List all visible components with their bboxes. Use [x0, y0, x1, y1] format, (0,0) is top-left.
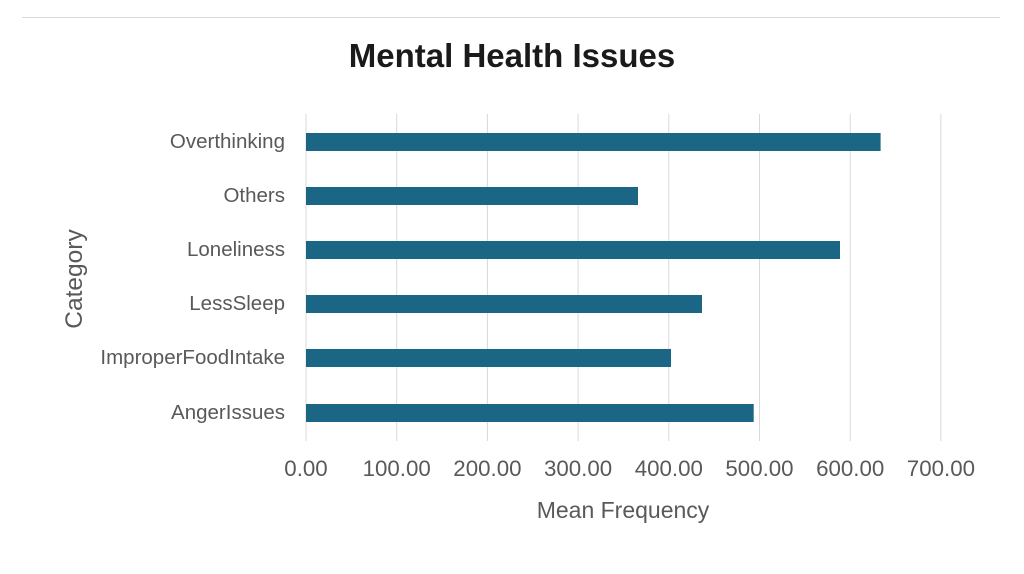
- svg-text:500.00: 500.00: [725, 456, 793, 481]
- svg-text:700.00: 700.00: [907, 456, 975, 481]
- svg-text:ImproperFoodIntake: ImproperFoodIntake: [100, 346, 285, 369]
- svg-text:Others: Others: [223, 184, 285, 207]
- svg-text:100.00: 100.00: [363, 456, 431, 481]
- svg-text:600.00: 600.00: [816, 456, 884, 481]
- svg-text:LessSleep: LessSleep: [189, 292, 285, 315]
- svg-text:Mean Frequency: Mean Frequency: [537, 497, 710, 523]
- svg-text:0.00: 0.00: [284, 456, 327, 481]
- svg-text:400.00: 400.00: [635, 456, 703, 481]
- svg-text:200.00: 200.00: [453, 456, 521, 481]
- svg-text:Overthinking: Overthinking: [170, 130, 285, 153]
- svg-text:Category: Category: [61, 229, 88, 329]
- svg-text:Loneliness: Loneliness: [187, 238, 285, 261]
- svg-text:300.00: 300.00: [544, 456, 612, 481]
- svg-text:AngerIssues: AngerIssues: [171, 401, 285, 424]
